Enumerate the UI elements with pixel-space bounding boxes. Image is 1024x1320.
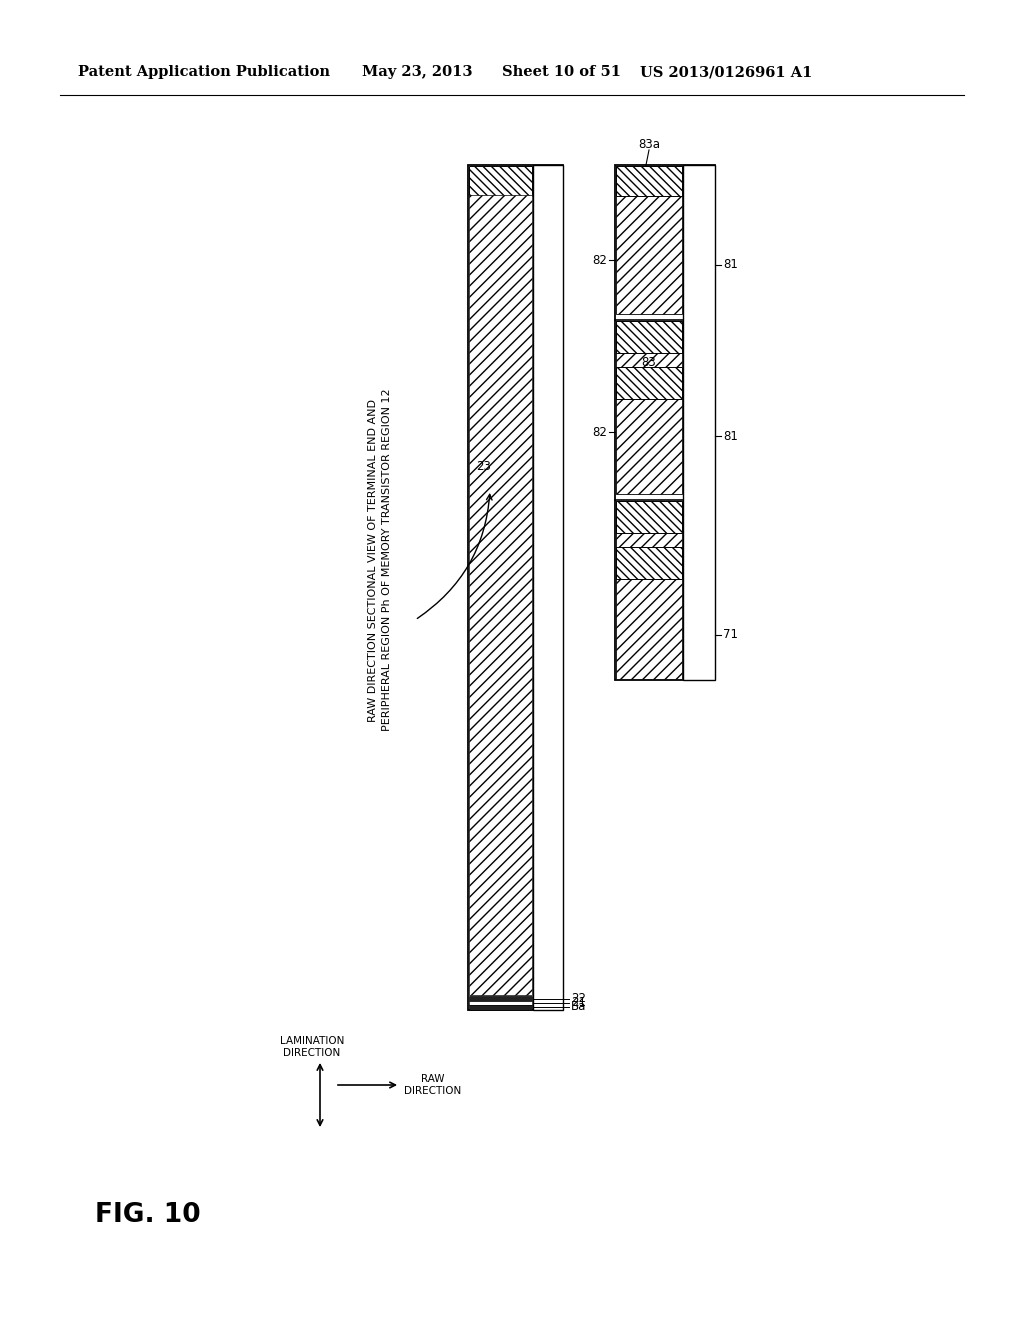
Text: 83a: 83a	[638, 139, 660, 152]
Text: 21: 21	[571, 997, 586, 1010]
Text: US 2013/0126961 A1: US 2013/0126961 A1	[640, 65, 812, 79]
Bar	[468, 165, 563, 1010]
Text: Ba: Ba	[571, 1001, 587, 1014]
Text: Patent Application Publication: Patent Application Publication	[78, 65, 330, 79]
Text: 71: 71	[723, 628, 738, 642]
Bar	[616, 367, 682, 399]
Text: 82: 82	[592, 253, 607, 267]
Text: 83: 83	[642, 355, 656, 368]
Bar	[616, 502, 682, 533]
Bar	[534, 165, 563, 1010]
Text: 81: 81	[723, 259, 738, 272]
Text: Sheet 10 of 51: Sheet 10 of 51	[502, 65, 621, 79]
Text: 81: 81	[723, 429, 738, 442]
Bar	[616, 321, 682, 494]
Text: 23: 23	[476, 459, 490, 473]
Bar	[616, 546, 682, 579]
Bar	[616, 321, 682, 352]
Text: LAMINATION
DIRECTION: LAMINATION DIRECTION	[280, 1036, 344, 1059]
Text: RAW
DIRECTION: RAW DIRECTION	[404, 1074, 461, 1096]
Bar	[469, 1001, 532, 1005]
Bar	[683, 165, 715, 680]
Bar	[615, 165, 715, 680]
Bar	[469, 166, 532, 195]
Bar	[616, 166, 682, 195]
Text: May 23, 2013: May 23, 2013	[362, 65, 472, 79]
Bar	[469, 195, 532, 995]
Text: 22: 22	[571, 993, 586, 1006]
Text: FIG. 10: FIG. 10	[95, 1203, 201, 1228]
Bar	[469, 1005, 532, 1010]
Bar	[469, 997, 532, 1001]
Text: RAW DIRECTION SECTIONAL VIEW OF TERMINAL END AND
PERIPHERAL REGION Ph OF MEMORY : RAW DIRECTION SECTIONAL VIEW OF TERMINAL…	[368, 388, 392, 731]
Bar	[616, 166, 682, 314]
Text: 82: 82	[592, 425, 607, 438]
Bar	[616, 502, 682, 678]
